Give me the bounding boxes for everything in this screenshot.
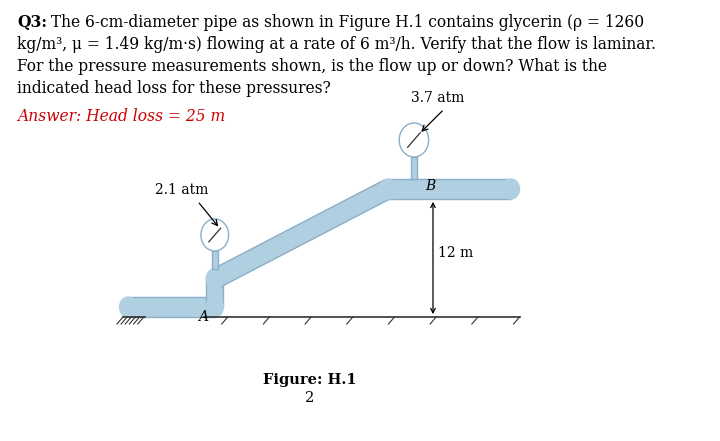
Circle shape [206,269,223,289]
Circle shape [379,179,397,199]
Circle shape [206,297,223,317]
Text: For the pressure measurements shown, is the flow up or down? What is the: For the pressure measurements shown, is … [17,58,607,75]
Polygon shape [212,251,217,269]
Text: 2.1 atm: 2.1 atm [156,183,209,197]
Text: Q3:: Q3: [17,14,48,31]
Circle shape [503,179,520,199]
Text: Figure: H.1: Figure: H.1 [264,373,357,387]
Polygon shape [388,179,511,199]
Text: B: B [426,179,436,193]
Text: 3.7 atm: 3.7 atm [412,91,465,105]
Text: 2: 2 [305,391,315,405]
Text: Answer: Head loss = 25 m: Answer: Head loss = 25 m [17,108,225,125]
Polygon shape [128,297,215,317]
Text: 12 m: 12 m [438,246,474,260]
Polygon shape [211,180,392,288]
Text: The 6-cm-diameter pipe as shown in Figure H.1 contains glycerin (ρ = 1260: The 6-cm-diameter pipe as shown in Figur… [46,14,644,31]
Text: kg/m³, μ = 1.49 kg/m·s) flowing at a rate of 6 m³/h. Verify that the flow is lam: kg/m³, μ = 1.49 kg/m·s) flowing at a rat… [17,36,657,53]
Circle shape [399,123,428,157]
Text: A: A [197,310,207,324]
Polygon shape [206,279,223,307]
Circle shape [120,297,137,317]
Circle shape [201,219,229,251]
Polygon shape [411,157,417,179]
Text: indicated head loss for these pressures?: indicated head loss for these pressures? [17,80,331,97]
